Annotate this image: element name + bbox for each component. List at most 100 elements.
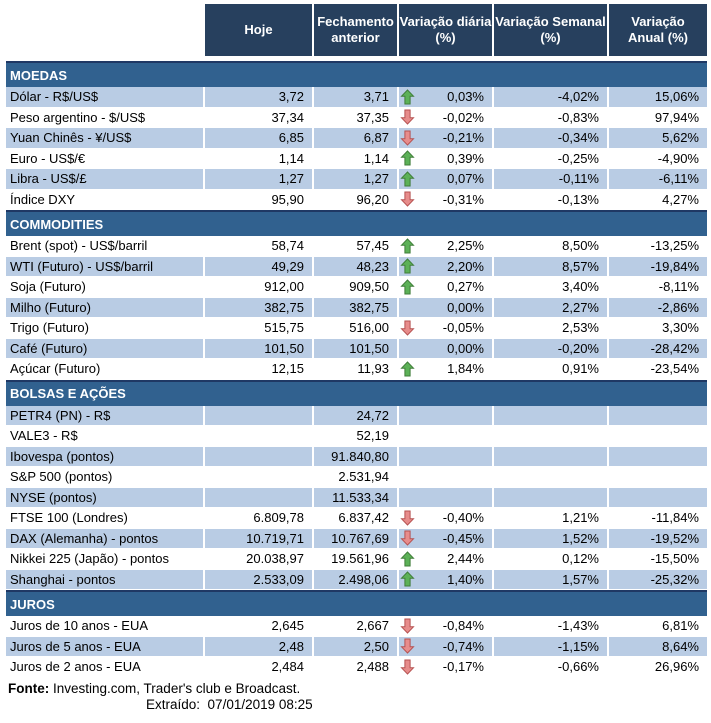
cell-fechamento-anterior: 1,27 — [312, 169, 397, 190]
cell-variacao-diaria: -0,02% — [397, 107, 492, 128]
cell-variacao-anual — [607, 446, 707, 467]
col-header-variacao-anual: Variação Anual (%) — [607, 4, 707, 56]
cell-fechamento-anterior: 96,20 — [312, 189, 397, 210]
table-row: Açúcar (Futuro) 12,15 11,93 1,84% 0,91% -23,5… — [6, 359, 707, 380]
source-label: Fonte: — [8, 680, 50, 696]
table-row: Soja (Futuro) 912,00 909,50 0,27% 3,40% -8,11… — [6, 277, 707, 298]
row-label: Índice DXY — [6, 190, 203, 210]
cell-fechamento-anterior: 2.531,94 — [312, 467, 397, 488]
cell-fechamento-anterior: 91.840,80 — [312, 446, 397, 467]
cell-fechamento-anterior: 2.498,06 — [312, 569, 397, 590]
cell-fechamento-anterior: 101,50 — [312, 338, 397, 359]
table-row: Peso argentino - $/US$ 37,34 37,35 -0,02% -0… — [6, 107, 707, 128]
cell-variacao-anual: -4,90% — [607, 148, 707, 169]
table-row: Índice DXY 95,90 96,20 -0,31% -0,13% 4,27% — [6, 189, 707, 210]
row-label: Café (Futuro) — [6, 338, 203, 359]
cell-hoje: 1,14 — [203, 148, 312, 169]
col-header-variacao-semanal: Variação Semanal (%) — [492, 4, 607, 56]
cell-hoje: 2,484 — [203, 657, 312, 678]
table-row: PETR4 (PN) - R$ 24,72 — [6, 405, 707, 426]
cell-fechamento-anterior: 19.561,96 — [312, 549, 397, 570]
cell-variacao-semanal: 2,53% — [492, 318, 607, 339]
cell-hoje: 382,75 — [203, 297, 312, 318]
arrow-down-icon — [400, 638, 416, 654]
row-label: Milho (Futuro) — [6, 297, 203, 318]
row-label: Ibovespa (pontos) — [6, 446, 203, 467]
arrow-placeholder — [400, 299, 416, 315]
cell-hoje — [203, 487, 312, 508]
cell-fechamento-anterior: 57,45 — [312, 236, 397, 257]
cell-variacao-semanal: -0,20% — [492, 338, 607, 359]
cell-variacao-anual — [607, 405, 707, 426]
arrow-down-icon — [400, 510, 416, 526]
table-row: Trigo (Futuro) 515,75 516,00 -0,05% 2,53% 3,3… — [6, 318, 707, 339]
row-label: VALE3 - R$ — [6, 426, 203, 447]
cell-variacao-semanal: 8,57% — [492, 256, 607, 277]
arrow-up-icon — [400, 89, 416, 105]
cell-hoje: 3,72 — [203, 87, 312, 108]
arrow-up-icon — [400, 551, 416, 567]
cell-hoje: 912,00 — [203, 277, 312, 298]
cell-variacao-anual: 4,27% — [607, 189, 707, 210]
cell-fechamento-anterior: 2,667 — [312, 616, 397, 637]
cell-variacao-diaria: -0,40% — [397, 508, 492, 529]
cell-variacao-diaria-value: -0,45% — [442, 530, 484, 546]
arrow-up-icon — [400, 571, 416, 587]
cell-variacao-diaria: -0,17% — [397, 657, 492, 678]
cell-hoje: 2.533,09 — [203, 569, 312, 590]
cell-variacao-anual — [607, 467, 707, 488]
cell-variacao-anual: -2,86% — [607, 297, 707, 318]
cell-variacao-semanal — [492, 446, 607, 467]
cell-variacao-diaria-value: -0,40% — [442, 510, 484, 526]
cell-variacao-diaria — [397, 487, 492, 508]
cell-variacao-diaria: 2,25% — [397, 236, 492, 257]
cell-variacao-semanal: -0,25% — [492, 148, 607, 169]
cell-variacao-diaria: 0,27% — [397, 277, 492, 298]
cell-variacao-semanal: 1,21% — [492, 508, 607, 529]
cell-fechamento-anterior: 37,35 — [312, 107, 397, 128]
cell-variacao-diaria-value: 2,20% — [447, 258, 484, 274]
cell-fechamento-anterior: 1,14 — [312, 148, 397, 169]
table-footer: Fonte: Investing.com, Trader's club e Br… — [6, 678, 707, 712]
table-row: VALE3 - R$ 52,19 — [6, 426, 707, 447]
cell-fechamento-anterior: 382,75 — [312, 297, 397, 318]
cell-variacao-anual — [607, 426, 707, 447]
cell-variacao-anual: -28,42% — [607, 338, 707, 359]
cell-hoje: 6,85 — [203, 128, 312, 149]
table-row: Brent (spot) - US$/barril 58,74 57,45 2,25%… — [6, 236, 707, 257]
table-row: Juros de 2 anos - EUA 2,484 2,488 -0,17% -0,… — [6, 657, 707, 678]
cell-variacao-diaria-value: 0,07% — [447, 171, 484, 187]
cell-variacao-semanal: -0,11% — [492, 169, 607, 190]
arrow-up-icon — [400, 150, 416, 166]
cell-variacao-diaria: 0,00% — [397, 338, 492, 359]
cell-fechamento-anterior: 516,00 — [312, 318, 397, 339]
table-row: FTSE 100 (Londres) 6.809,78 6.837,42 -0,40%… — [6, 508, 707, 529]
cell-fechamento-anterior: 909,50 — [312, 277, 397, 298]
cell-variacao-diaria: 0,39% — [397, 148, 492, 169]
arrow-down-icon — [400, 191, 416, 207]
cell-variacao-diaria-value: 2,25% — [447, 238, 484, 254]
cell-hoje: 2,645 — [203, 616, 312, 637]
table-row: Dólar - R$/US$ 3,72 3,71 0,03% -4,02% 15,06% — [6, 87, 707, 108]
arrow-up-icon — [400, 279, 416, 295]
table-row: Libra - US$/£ 1,27 1,27 0,07% -0,11% -6,11% — [6, 169, 707, 190]
arrow-up-icon — [400, 258, 416, 274]
cell-fechamento-anterior: 6,87 — [312, 128, 397, 149]
cell-hoje: 12,15 — [203, 359, 312, 380]
cell-variacao-semanal: 1,57% — [492, 569, 607, 590]
cell-variacao-diaria — [397, 446, 492, 467]
row-label: PETR4 (PN) - R$ — [6, 405, 203, 426]
cell-variacao-diaria: -0,21% — [397, 128, 492, 149]
cell-variacao-diaria-value: -0,17% — [442, 659, 484, 675]
table-row: DAX (Alemanha) - pontos 10.719,71 10.767,6… — [6, 528, 707, 549]
cell-variacao-diaria-value: 0,00% — [447, 340, 484, 356]
arrow-down-icon — [400, 618, 416, 634]
arrow-down-icon — [400, 320, 416, 336]
cell-hoje — [203, 405, 312, 426]
row-label: FTSE 100 (Londres) — [6, 508, 203, 529]
arrow-down-icon — [400, 530, 416, 546]
cell-variacao-diaria-value: 1,40% — [447, 571, 484, 587]
table-row: Nikkei 225 (Japão) - pontos 20.038,97 19.5… — [6, 549, 707, 570]
cell-variacao-anual: 5,62% — [607, 128, 707, 149]
cell-variacao-diaria: -0,74% — [397, 636, 492, 657]
